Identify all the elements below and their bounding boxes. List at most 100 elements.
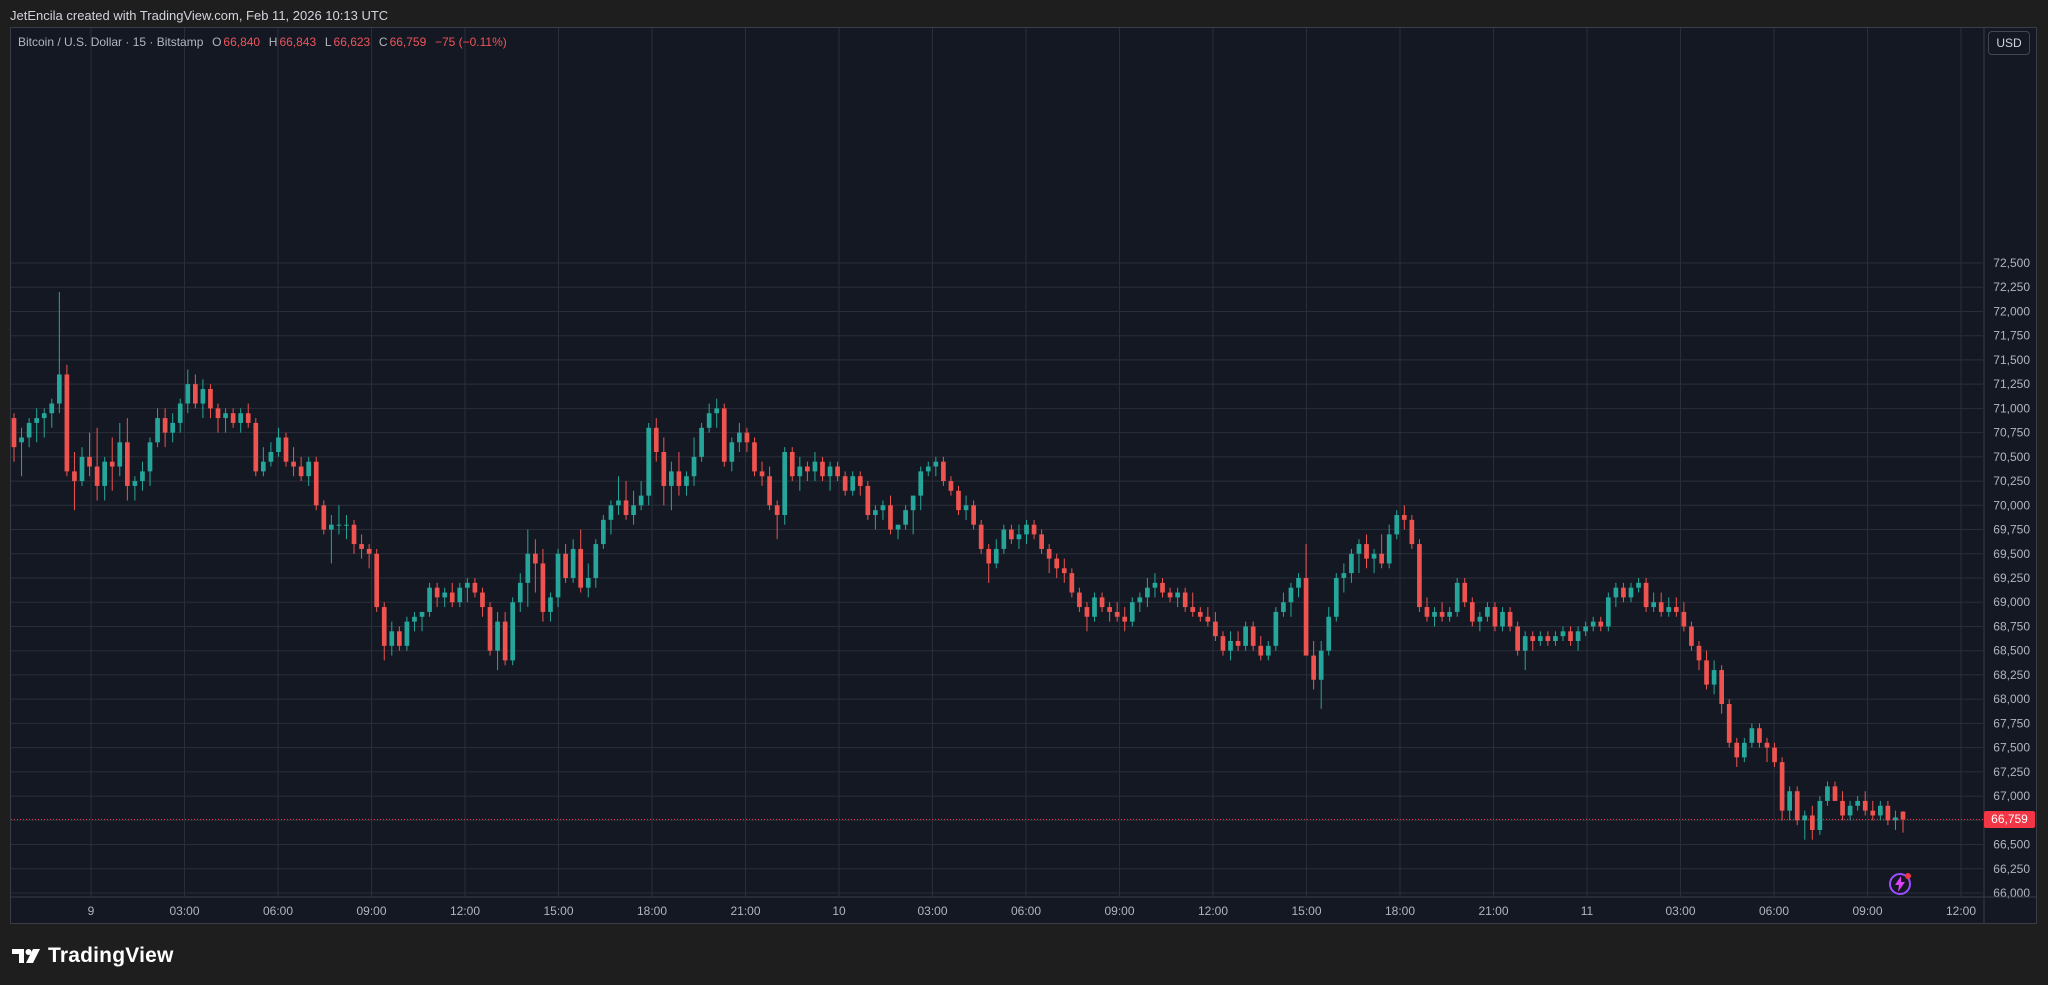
price-tick-label: 66,000 [1993, 886, 2030, 900]
candle-body [366, 548, 372, 554]
candle-body [1840, 800, 1845, 816]
candle [752, 437, 757, 477]
candle [193, 374, 198, 409]
candle-body [465, 582, 470, 588]
candle-body [1046, 548, 1052, 559]
candle-body [245, 413, 251, 423]
candle [895, 524, 901, 540]
candle-body [525, 553, 531, 583]
candle [1220, 631, 1226, 656]
candle [1515, 621, 1520, 656]
candle-body [442, 592, 448, 598]
candle-body [223, 413, 228, 419]
candle [434, 582, 440, 608]
candle-body [1719, 670, 1724, 704]
candle-body [1764, 742, 1770, 748]
candle-body [1031, 524, 1037, 535]
candle-body [1145, 587, 1150, 598]
candle [631, 490, 636, 525]
candle [1666, 597, 1672, 617]
lightning-icon[interactable] [1886, 870, 1914, 898]
candle-body [820, 461, 825, 477]
candle [759, 461, 765, 486]
candle-body [903, 510, 908, 525]
candle [1658, 592, 1664, 617]
time-tick-label: 09:00 [1104, 904, 1134, 918]
candle-body [895, 524, 901, 530]
candle [26, 418, 32, 448]
candle [132, 476, 138, 501]
time-tick-label: 18:00 [1385, 904, 1415, 918]
candle-body [457, 587, 463, 603]
candle [1485, 602, 1490, 622]
candle [812, 452, 818, 482]
candle-body [601, 519, 606, 545]
candle-body [1583, 626, 1588, 632]
candle-body [155, 418, 160, 443]
candle [1530, 631, 1536, 651]
candle [124, 418, 130, 501]
candle [676, 452, 682, 496]
symbol-title[interactable]: Bitcoin / U.S. Dollar · 15 · Bitstamp [18, 35, 204, 49]
candle-body [1515, 626, 1520, 651]
candle [737, 422, 742, 452]
candle [638, 481, 644, 511]
candle-body [1809, 815, 1815, 830]
candle [1092, 592, 1097, 622]
candle [268, 442, 274, 467]
candle [1364, 534, 1369, 569]
candle [1439, 602, 1445, 622]
candle [1794, 786, 1800, 826]
candle [1621, 582, 1626, 603]
price-tick-label: 71,750 [1993, 329, 2030, 343]
time-tick-label: 06:00 [1011, 904, 1041, 918]
candle [1613, 582, 1619, 608]
candle [329, 515, 334, 564]
candle [495, 611, 500, 671]
candle [1296, 573, 1301, 598]
candle-body [1303, 578, 1309, 656]
candle [109, 437, 115, 491]
low-label: L [324, 35, 332, 49]
candle-body [215, 408, 221, 419]
time-tick-label: 21:00 [1478, 904, 1508, 918]
candle-body [381, 607, 387, 646]
candle-body [1061, 568, 1067, 574]
candle [880, 500, 886, 520]
candle-body [1454, 582, 1460, 612]
candle [563, 544, 568, 583]
chart-area[interactable] [10, 27, 2037, 924]
candle [1734, 737, 1740, 767]
time-tick-label: 12:00 [1946, 904, 1976, 918]
candle [1054, 553, 1060, 578]
price-tick-label: 67,250 [1993, 765, 2030, 779]
candle [1628, 582, 1634, 603]
candle-body [661, 452, 667, 486]
candle [1583, 621, 1588, 637]
candle-body [1636, 582, 1641, 588]
candle [623, 481, 629, 520]
candle [1779, 757, 1785, 821]
time-tick-label: 15:00 [543, 904, 573, 918]
price-tick-label: 72,500 [1993, 256, 2030, 270]
tradingview-logo[interactable]: TradingView [12, 944, 174, 968]
candle [177, 398, 183, 433]
low-value: 66,623 [333, 35, 371, 49]
candle-body [1401, 515, 1407, 520]
candle-body [1228, 641, 1233, 651]
candle-body [1379, 553, 1384, 564]
currency-button[interactable]: USD [1988, 31, 2030, 55]
candle-body [389, 631, 395, 646]
candle [1885, 800, 1891, 826]
candle [442, 587, 448, 608]
candle [412, 611, 417, 632]
candle-body [1182, 592, 1188, 608]
candle [1099, 592, 1105, 612]
candle-body [857, 476, 863, 486]
candle-body [11, 418, 17, 448]
candle-body [789, 452, 795, 477]
candle-body [185, 384, 191, 404]
candle [344, 515, 349, 540]
candle-body [510, 602, 516, 661]
